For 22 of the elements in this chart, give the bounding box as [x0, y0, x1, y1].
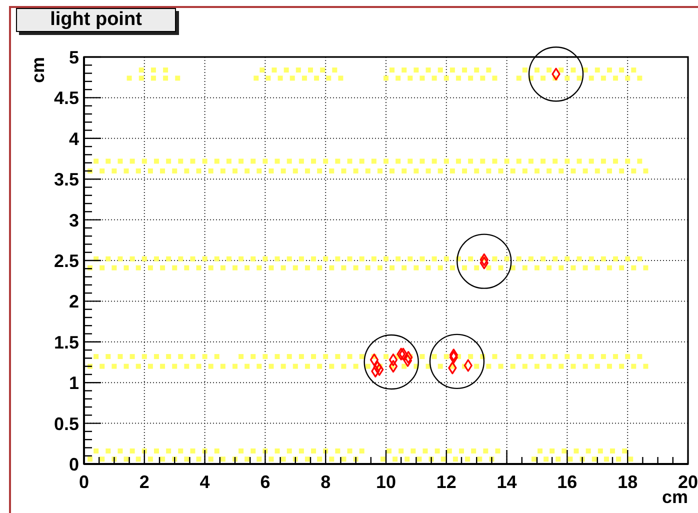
- x-tick-label: 6: [260, 472, 270, 492]
- y-tick-label: 4: [68, 128, 79, 149]
- x-tick-label: 12: [436, 472, 456, 492]
- chart-title: light point: [50, 9, 142, 31]
- x-tick-label: 10: [376, 472, 396, 492]
- x-tick-label: 4: [200, 472, 210, 492]
- x-tick-label: 2: [139, 472, 150, 492]
- y-tick-label: 3.5: [54, 170, 79, 190]
- y-tick-label: 1: [68, 373, 79, 394]
- x-tick-label: 8: [320, 472, 331, 492]
- y-axis-title: cm: [28, 57, 48, 84]
- y-tick-label: 4.5: [54, 88, 79, 108]
- y-tick-label: 3: [68, 210, 79, 230]
- x-tick-label: 16: [557, 472, 578, 492]
- y-tick-label: 2.5: [54, 250, 79, 271]
- y-tick-label: 1.5: [54, 332, 79, 352]
- x-tick-label: 18: [618, 472, 638, 492]
- y-tick-label: 2: [68, 292, 79, 312]
- y-tick-label: 0: [68, 454, 79, 474]
- y-tick-label: 0.5: [54, 414, 79, 434]
- x-tick-label: 14: [496, 472, 517, 492]
- y-tick-label: 5: [68, 47, 79, 68]
